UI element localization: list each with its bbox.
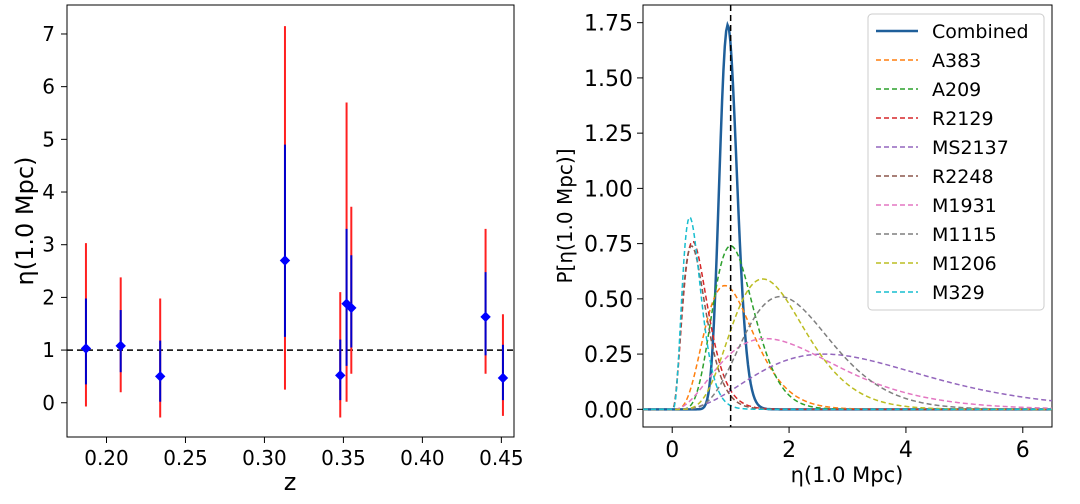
left-y-axis-label: η(1.0 Mpc) — [11, 157, 39, 286]
legend-label: M1931 — [932, 195, 997, 217]
legend-label: M1115 — [932, 224, 997, 246]
right-x-tick-label: 0 — [665, 438, 679, 463]
left-x-tick-label: 0.40 — [400, 446, 445, 470]
legend-label: M1206 — [932, 253, 997, 275]
data-point-group — [346, 206, 357, 374]
right-x-tick-label: 6 — [1016, 438, 1030, 463]
legend-entry-r2248: R2248 — [876, 166, 994, 188]
right-x-ticks: 0 2 4 6 — [665, 427, 1030, 463]
left-y-tick-label: 6 — [42, 75, 55, 99]
right-y-tick-label: 0.75 — [584, 233, 633, 258]
data-point-group — [341, 102, 352, 402]
data-point-marker — [154, 371, 166, 382]
left-y-tick-label: 3 — [42, 233, 55, 257]
curve-ms2137 — [643, 353, 1053, 411]
data-point-group — [80, 243, 92, 407]
data-point-marker — [279, 255, 291, 266]
left-x-tick-label: 0.20 — [84, 446, 129, 470]
legend-label: M329 — [932, 282, 985, 304]
curve-a383 — [643, 284, 1052, 411]
right-x-axis-label: η(1.0 Mpc) — [791, 463, 904, 487]
legend-entry-a383: A383 — [876, 50, 981, 72]
right-y-tick-label: 1.75 — [584, 12, 633, 37]
data-point-group — [154, 298, 166, 418]
left-x-ticks: 0.20 0.25 0.30 0.35 0.40 0.45 — [84, 437, 524, 470]
data-point-marker — [115, 340, 126, 352]
data-point-marker — [335, 370, 346, 381]
left-y-tick-label: 7 — [42, 22, 55, 46]
data-point-group — [115, 277, 126, 393]
legend-label: R2248 — [932, 166, 994, 188]
curve-m1931 — [643, 337, 1053, 411]
curve-m329 — [643, 216, 1052, 411]
right-plot-frame — [642, 4, 1053, 428]
left-x-tick-label: 0.45 — [479, 446, 524, 470]
left-y-tick-label: 5 — [42, 127, 55, 151]
curve-m1115 — [643, 295, 1052, 411]
legend-entry-m329: M329 — [876, 282, 985, 304]
data-point-group — [279, 26, 291, 390]
left-y-ticks: 0 1 2 3 4 5 6 7 — [42, 22, 67, 415]
data-point-marker — [497, 372, 509, 384]
legend-label: MS2137 — [932, 137, 1009, 159]
data-point-marker — [480, 311, 491, 323]
right-y-axis-label: P[η(1.0 Mpc)] — [553, 148, 577, 283]
left-y-tick-label: 0 — [42, 391, 55, 415]
left-y-tick-label: 2 — [42, 285, 55, 309]
left-y-tick-label: 4 — [42, 180, 55, 204]
right-x-tick-label: 4 — [899, 438, 913, 463]
right-y-ticks: 0.00 0.25 0.50 0.75 1.00 1.25 1.50 1.75 — [584, 12, 643, 423]
curve-m1206 — [643, 278, 1052, 411]
legend-box — [867, 13, 1045, 311]
legend-entry-combined: Combined — [876, 21, 1029, 43]
data-point-group — [335, 292, 346, 418]
data-point-marker — [346, 302, 357, 314]
left-x-tick-label: 0.35 — [321, 446, 366, 470]
legend-label: A209 — [932, 79, 981, 101]
legend-entry-r2129: R2129 — [876, 108, 994, 130]
legend-label: Combined — [932, 21, 1029, 43]
legend-entry-ms2137: MS2137 — [876, 137, 1009, 159]
right-y-tick-label: 0.50 — [584, 288, 633, 313]
left-x-tick-label: 0.25 — [163, 446, 208, 470]
legend-entry-a209: A209 — [876, 79, 981, 101]
legend-entry-m1206: M1206 — [876, 253, 997, 275]
left-panel: 0.20 0.25 0.30 0.35 0.40 0.45 0 1 2 3 4 5 6 7 z η(1.… — [11, 4, 524, 496]
legend-entry-m1931: M1931 — [876, 195, 997, 217]
legend-label: R2129 — [932, 108, 994, 130]
right-y-tick-label: 0.00 — [584, 398, 633, 423]
legend-label: A383 — [932, 50, 981, 72]
left-x-axis-label: z — [284, 468, 297, 496]
right-y-tick-label: 0.25 — [584, 343, 633, 368]
left-x-tick-label: 0.30 — [242, 446, 287, 470]
right-curves — [643, 20, 1053, 411]
data-point-marker — [80, 343, 92, 354]
left-y-tick-label: 1 — [42, 338, 55, 362]
right-y-tick-label: 1.25 — [584, 122, 633, 147]
right-panel: 0 2 4 6 0.00 0.25 0.50 0.75 1.00 1.25 1.50 1.75 η(… — [553, 4, 1053, 487]
legend-entry-m1115: M1115 — [876, 224, 997, 246]
left-data-points — [80, 26, 509, 418]
right-x-tick-label: 2 — [782, 438, 796, 463]
left-plot-frame — [66, 4, 515, 438]
data-point-group — [480, 228, 491, 374]
right-y-tick-label: 1.00 — [584, 177, 633, 202]
right-y-tick-label: 1.50 — [584, 67, 633, 92]
data-point-group — [497, 314, 509, 416]
legend: Combined A383 A209 R2129 MS2137 R2248 M1931 M11… — [867, 13, 1045, 311]
